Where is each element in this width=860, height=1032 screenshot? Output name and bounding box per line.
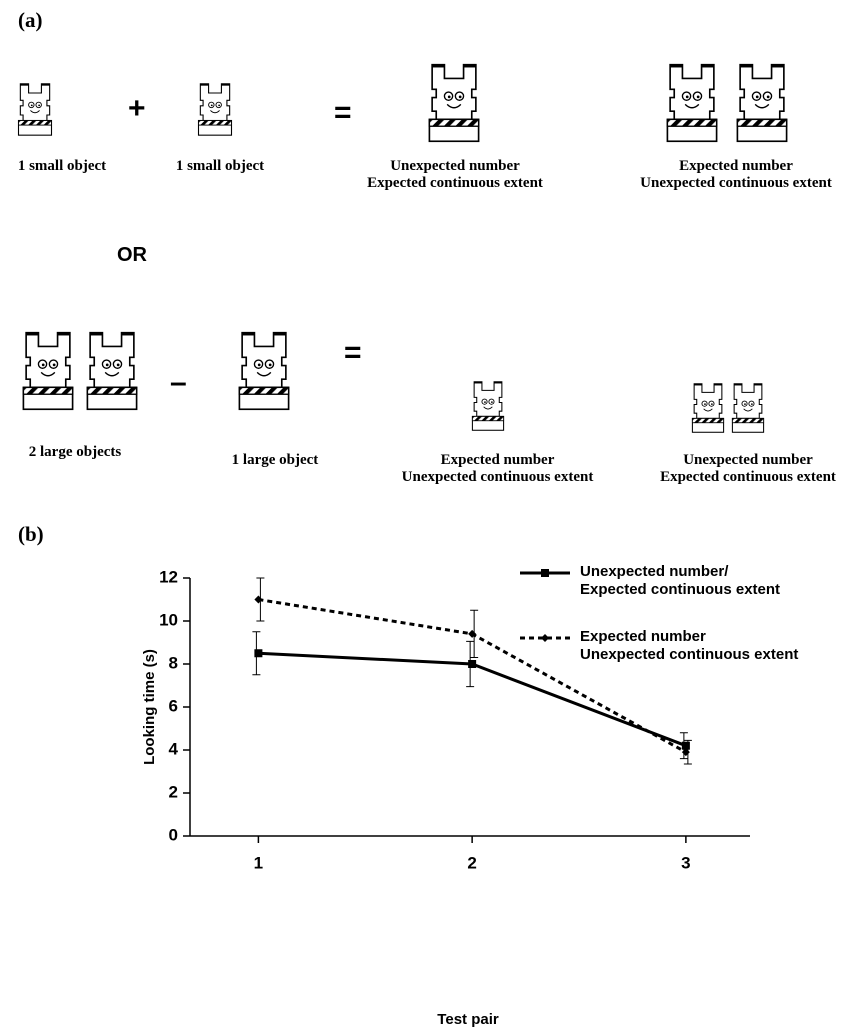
or-label: OR [117, 244, 147, 266]
panel-label: (a) [18, 8, 43, 32]
legend-label: Expected number Unexpected continuous ex… [580, 628, 799, 663]
large-object [238, 331, 290, 411]
x-tick-label: 1 [254, 853, 263, 872]
equals: = [334, 96, 352, 129]
object-label: 1 large object [231, 452, 319, 468]
x-axis-title: Test pair [437, 1011, 499, 1028]
y-tick-label: 12 [159, 567, 178, 586]
outcome-label: Unexpected number Expected continuous ex… [367, 158, 543, 191]
small-object [731, 383, 765, 433]
marker [541, 634, 549, 642]
small-object [17, 83, 53, 136]
marker [468, 629, 477, 638]
y-axis-title: Looking time (s) [141, 649, 158, 765]
y-tick-label: 0 [169, 825, 178, 844]
large-object [666, 63, 718, 143]
y-tick-label: 6 [169, 696, 178, 715]
small-object [197, 83, 233, 136]
marker [681, 741, 690, 750]
small-object [691, 383, 725, 433]
outcome-label: Unexpected number Expected continuous ex… [660, 452, 836, 485]
legend-label: Unexpected number/ Expected continuous e… [580, 563, 781, 598]
marker [468, 660, 477, 668]
outcome-label: Expected number Unexpected continuous ex… [640, 158, 832, 191]
x-tick-label: 2 [467, 853, 476, 872]
marker [681, 748, 690, 757]
y-tick-label: 8 [169, 653, 178, 672]
large-object [22, 331, 74, 411]
marker [254, 595, 263, 604]
large-object [428, 63, 480, 143]
object-label: 1 small object [175, 158, 265, 174]
object-label: 1 small object [17, 158, 107, 174]
operator: – [170, 366, 187, 399]
large-object [736, 63, 788, 143]
series-line [258, 598, 687, 754]
marker [541, 569, 549, 577]
y-tick-label: 2 [169, 782, 178, 801]
small-object [471, 381, 505, 431]
equals: = [344, 336, 362, 369]
y-tick-label: 4 [169, 739, 179, 758]
large-object [86, 331, 138, 411]
operator: + [128, 92, 146, 125]
panel-label: (b) [18, 522, 44, 546]
y-tick-label: 10 [159, 610, 178, 629]
marker [254, 649, 263, 658]
x-tick-label: 3 [681, 853, 690, 872]
object-label: 2 large objects [28, 444, 122, 460]
outcome-label: Expected number Unexpected continuous ex… [401, 452, 594, 485]
